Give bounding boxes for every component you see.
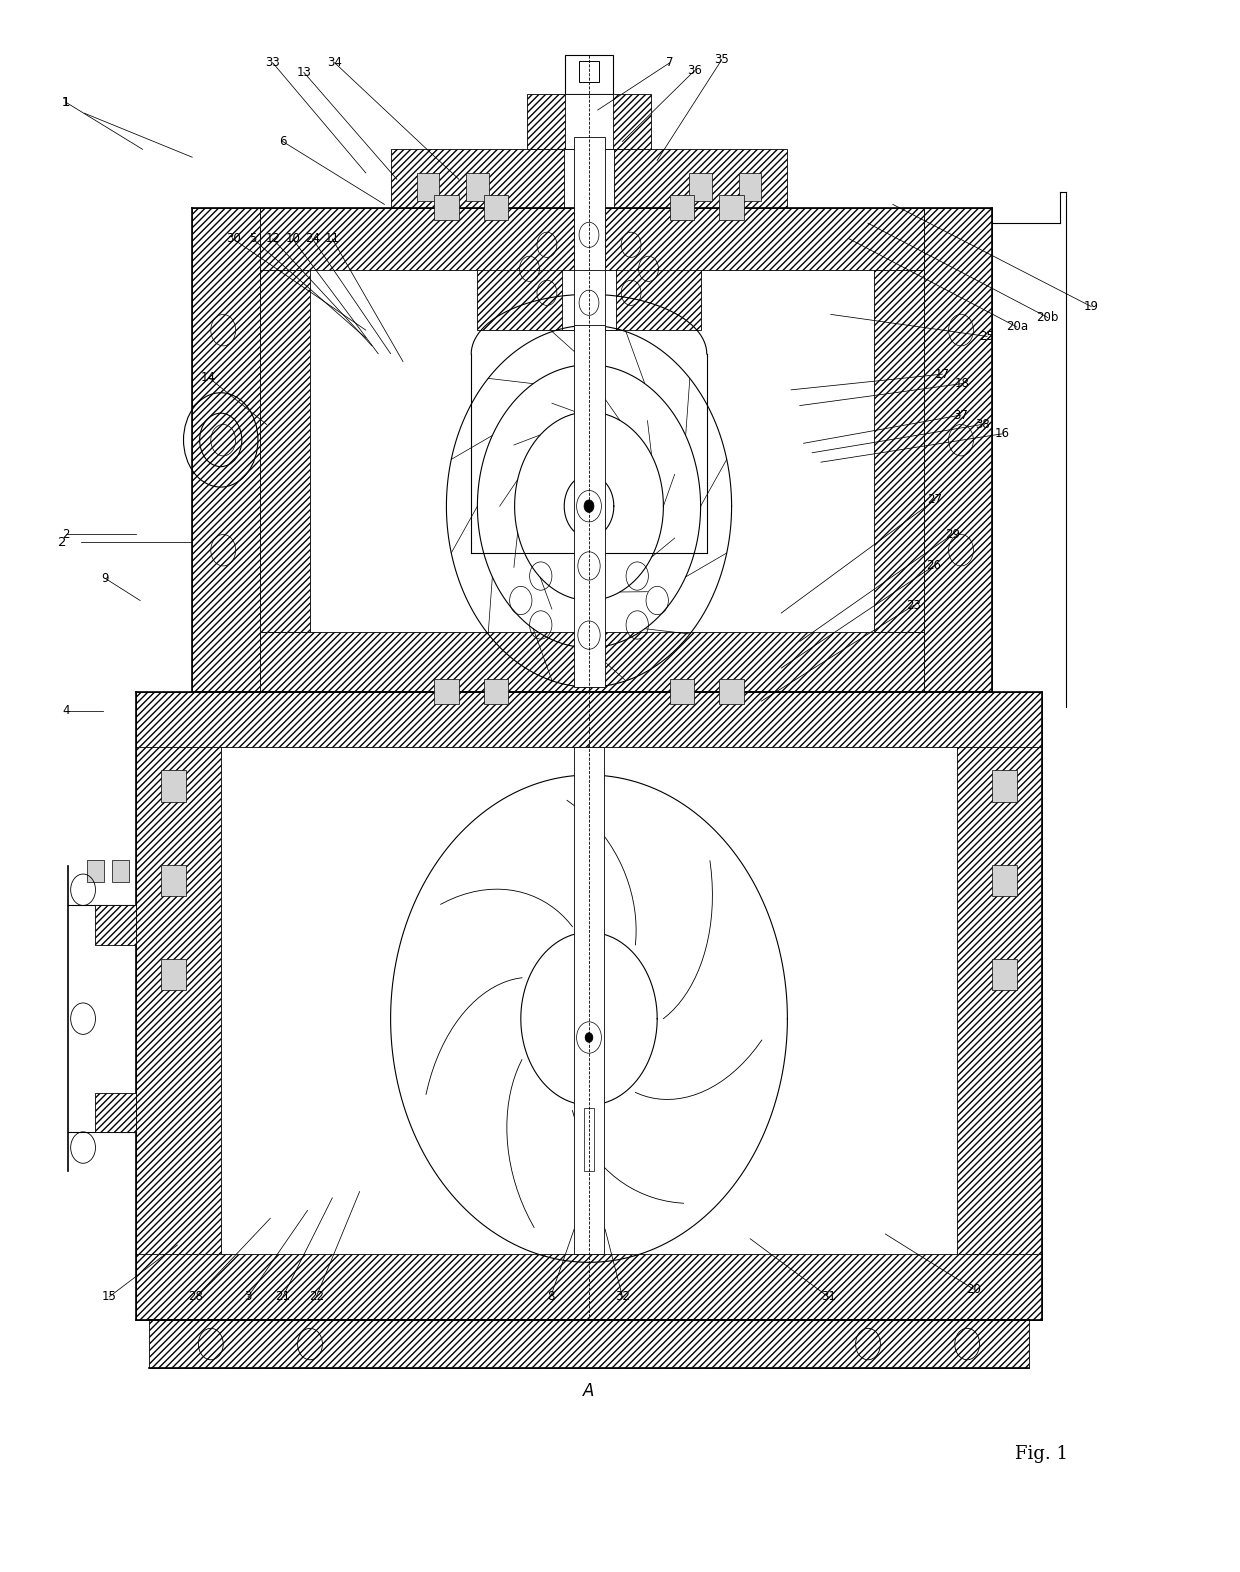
Bar	[574, 747, 604, 1254]
Text: 10: 10	[285, 233, 300, 245]
Text: 20a: 20a	[1006, 321, 1028, 333]
Bar	[136, 692, 221, 1320]
Bar	[161, 959, 186, 990]
Bar	[719, 195, 744, 220]
Text: 36: 36	[687, 64, 702, 77]
Bar	[434, 679, 459, 704]
Bar	[584, 1108, 594, 1171]
Bar	[565, 55, 613, 94]
Text: 32: 32	[615, 1291, 630, 1303]
Text: 3: 3	[244, 1291, 252, 1303]
Bar	[477, 208, 701, 330]
Bar	[192, 208, 260, 692]
Text: 34: 34	[327, 57, 342, 69]
Bar	[992, 959, 1017, 990]
Text: 7: 7	[666, 57, 673, 69]
Text: 26: 26	[926, 560, 941, 572]
Text: 31: 31	[821, 1291, 836, 1303]
Bar	[161, 865, 186, 896]
Text: 28: 28	[188, 1291, 203, 1303]
Bar	[670, 679, 694, 704]
Text: 17: 17	[935, 368, 950, 380]
Bar	[957, 692, 1042, 1320]
Text: 19: 19	[1084, 300, 1099, 313]
Bar	[484, 195, 508, 220]
Bar	[149, 1320, 1029, 1368]
Text: 25: 25	[980, 330, 994, 343]
Bar	[260, 270, 310, 632]
Bar	[260, 632, 924, 692]
Text: 20: 20	[966, 1283, 981, 1295]
Bar	[391, 149, 787, 208]
Text: 14: 14	[201, 371, 216, 384]
Text: 1: 1	[62, 96, 69, 108]
Text: 24: 24	[305, 233, 320, 245]
Bar	[564, 149, 614, 208]
Text: 4: 4	[62, 704, 69, 717]
Text: 16: 16	[994, 428, 1009, 440]
Bar	[992, 770, 1017, 802]
Bar	[260, 208, 924, 270]
Bar	[579, 61, 599, 82]
Bar	[573, 208, 605, 330]
Text: 11: 11	[325, 233, 340, 245]
Text: 13: 13	[296, 66, 311, 79]
Bar	[136, 1254, 1042, 1320]
Text: 1: 1	[62, 96, 69, 108]
Circle shape	[584, 500, 594, 512]
Bar	[670, 195, 694, 220]
Bar	[112, 860, 129, 882]
Text: 18: 18	[955, 377, 970, 390]
Circle shape	[585, 1033, 593, 1042]
Bar	[466, 173, 489, 201]
Bar	[565, 94, 613, 149]
Bar	[484, 679, 508, 704]
Bar	[527, 94, 651, 149]
Bar	[739, 173, 761, 201]
Bar	[689, 173, 712, 201]
Bar	[719, 679, 744, 704]
Bar	[95, 1093, 136, 1132]
Text: 6: 6	[279, 135, 286, 148]
Text: 9: 9	[102, 572, 109, 585]
Text: 2: 2	[58, 536, 66, 549]
Text: 12: 12	[265, 233, 280, 245]
Text: 2: 2	[62, 528, 69, 541]
Bar	[161, 770, 186, 802]
Bar	[95, 905, 136, 945]
Bar	[562, 208, 616, 330]
Bar	[924, 208, 992, 692]
Text: 38: 38	[975, 418, 990, 431]
Text: 30: 30	[226, 233, 241, 245]
Bar	[874, 270, 924, 632]
Bar	[992, 865, 1017, 896]
Text: 35: 35	[714, 53, 729, 66]
Text: 15: 15	[102, 1291, 117, 1303]
Bar	[573, 325, 605, 687]
Text: 20b: 20b	[1037, 311, 1059, 324]
Text: A: A	[583, 1382, 595, 1401]
Bar	[417, 173, 439, 201]
Bar	[573, 137, 605, 270]
Text: 5: 5	[249, 233, 257, 245]
Text: 21: 21	[275, 1291, 290, 1303]
Text: 23: 23	[906, 599, 921, 612]
Text: 8: 8	[547, 1291, 554, 1303]
Bar	[87, 860, 104, 882]
Text: Fig. 1: Fig. 1	[1016, 1445, 1068, 1464]
Text: 27: 27	[928, 494, 942, 506]
Text: 22: 22	[309, 1291, 324, 1303]
Text: 37: 37	[954, 409, 968, 421]
Bar	[434, 195, 459, 220]
Text: 33: 33	[265, 57, 280, 69]
Text: 29: 29	[945, 528, 960, 541]
Bar	[136, 692, 1042, 747]
